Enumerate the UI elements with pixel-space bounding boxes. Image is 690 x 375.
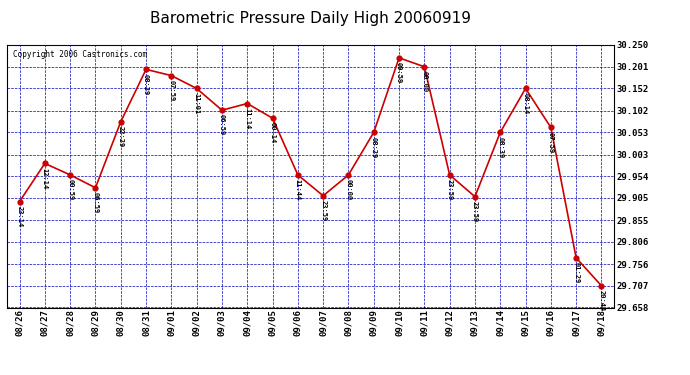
Text: 00:14: 00:14 xyxy=(270,122,275,144)
Text: 23:14: 23:14 xyxy=(17,206,23,227)
Point xyxy=(520,86,531,92)
Text: 00:00: 00:00 xyxy=(346,179,351,200)
Point xyxy=(65,172,76,178)
Point xyxy=(141,66,152,72)
Point xyxy=(241,100,253,106)
Point xyxy=(444,172,455,178)
Point xyxy=(166,73,177,79)
Text: 11:44: 11:44 xyxy=(295,179,301,200)
Point xyxy=(39,160,50,166)
Text: 08:29: 08:29 xyxy=(371,136,377,158)
Point xyxy=(571,255,582,261)
Text: 07:59: 07:59 xyxy=(168,80,175,101)
Point xyxy=(217,107,228,113)
Text: 23:59: 23:59 xyxy=(320,200,326,221)
Text: 06:59: 06:59 xyxy=(92,192,99,213)
Text: 09:59: 09:59 xyxy=(396,62,402,83)
Point xyxy=(495,129,506,135)
Point xyxy=(419,64,430,70)
Point xyxy=(596,283,607,289)
Point xyxy=(469,194,480,200)
Text: 11:14: 11:14 xyxy=(244,108,250,129)
Point xyxy=(343,172,354,178)
Text: 22:29: 22:29 xyxy=(118,126,124,147)
Text: 01:29: 01:29 xyxy=(573,262,579,283)
Point xyxy=(90,185,101,191)
Text: 23:59: 23:59 xyxy=(446,179,453,200)
Text: 08:14: 08:14 xyxy=(522,93,529,114)
Point xyxy=(267,115,278,121)
Text: 08:29: 08:29 xyxy=(143,74,149,95)
Text: Barometric Pressure Daily High 20060919: Barometric Pressure Daily High 20060919 xyxy=(150,11,471,26)
Point xyxy=(293,172,304,178)
Point xyxy=(115,119,126,125)
Text: 00:00: 00:00 xyxy=(422,71,427,92)
Text: 12:14: 12:14 xyxy=(42,168,48,189)
Point xyxy=(317,193,328,199)
Text: 00:59: 00:59 xyxy=(67,179,73,200)
Point xyxy=(368,129,380,135)
Text: 23:59: 23:59 xyxy=(472,201,478,222)
Point xyxy=(191,86,202,92)
Text: Copyright 2006 Castronics.com: Copyright 2006 Castronics.com xyxy=(13,50,147,59)
Point xyxy=(545,124,556,130)
Text: 06:59: 06:59 xyxy=(219,114,225,136)
Point xyxy=(14,198,25,204)
Text: 11:01: 11:01 xyxy=(194,93,199,114)
Text: 07:59: 07:59 xyxy=(548,132,554,153)
Point xyxy=(393,55,404,61)
Text: 20:44: 20:44 xyxy=(598,290,604,311)
Text: 08:39: 08:39 xyxy=(497,136,503,158)
